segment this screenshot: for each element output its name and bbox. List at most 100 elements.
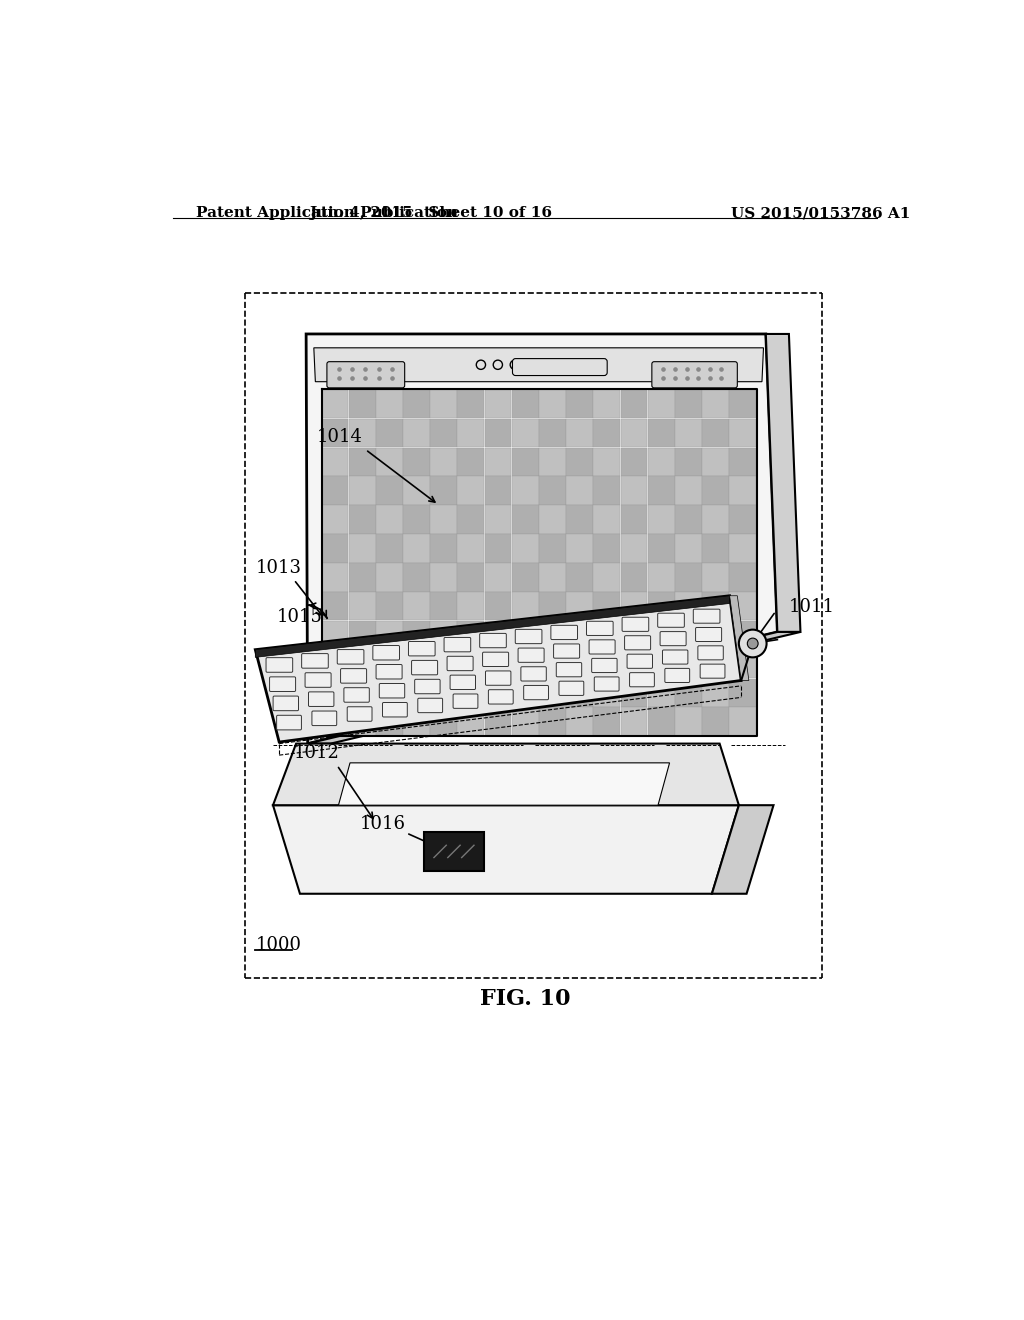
Bar <box>594 678 621 708</box>
Bar <box>458 506 484 533</box>
Bar <box>675 535 701 562</box>
Bar <box>430 678 457 708</box>
FancyBboxPatch shape <box>627 655 652 668</box>
Bar <box>729 477 756 506</box>
Bar <box>430 649 457 678</box>
FancyBboxPatch shape <box>554 644 580 659</box>
FancyBboxPatch shape <box>556 663 582 677</box>
Bar <box>566 535 593 562</box>
Bar <box>621 591 647 620</box>
Bar <box>648 708 675 737</box>
Bar <box>675 506 701 533</box>
Bar <box>484 477 511 506</box>
FancyBboxPatch shape <box>625 636 650 649</box>
Bar <box>484 678 511 708</box>
Bar <box>349 535 376 562</box>
Polygon shape <box>255 595 730 657</box>
FancyBboxPatch shape <box>376 664 402 678</box>
Bar <box>594 389 621 418</box>
Bar <box>430 535 457 562</box>
Bar <box>512 418 539 447</box>
Bar <box>403 477 430 506</box>
Bar <box>729 506 756 533</box>
Bar <box>648 506 675 533</box>
FancyBboxPatch shape <box>379 684 404 698</box>
FancyBboxPatch shape <box>587 622 613 635</box>
FancyBboxPatch shape <box>409 642 435 656</box>
Bar <box>322 506 348 533</box>
Polygon shape <box>273 743 739 805</box>
FancyBboxPatch shape <box>447 656 473 671</box>
FancyBboxPatch shape <box>623 618 649 631</box>
Bar <box>621 477 647 506</box>
Bar <box>349 506 376 533</box>
FancyBboxPatch shape <box>630 673 654 686</box>
Bar <box>729 649 756 678</box>
Bar <box>729 591 756 620</box>
Bar <box>702 620 729 649</box>
Bar <box>403 591 430 620</box>
Text: 1013: 1013 <box>255 560 301 577</box>
FancyBboxPatch shape <box>312 711 337 726</box>
Bar <box>322 447 348 477</box>
FancyBboxPatch shape <box>305 673 331 688</box>
Bar <box>648 591 675 620</box>
Bar <box>729 620 756 649</box>
Bar <box>322 678 348 708</box>
Text: FIG. 10: FIG. 10 <box>479 989 570 1010</box>
Bar <box>675 708 701 737</box>
FancyBboxPatch shape <box>482 652 509 667</box>
Bar <box>675 620 701 649</box>
Bar <box>594 708 621 737</box>
FancyBboxPatch shape <box>665 668 689 682</box>
FancyBboxPatch shape <box>698 645 723 660</box>
Bar <box>403 535 430 562</box>
Bar <box>512 389 539 418</box>
FancyBboxPatch shape <box>488 690 513 704</box>
FancyBboxPatch shape <box>589 640 615 653</box>
FancyBboxPatch shape <box>652 362 737 388</box>
FancyBboxPatch shape <box>657 614 684 627</box>
Bar <box>484 591 511 620</box>
Bar <box>430 418 457 447</box>
FancyBboxPatch shape <box>663 649 688 664</box>
Bar <box>648 620 675 649</box>
Bar <box>376 564 402 591</box>
Bar <box>594 564 621 591</box>
Bar <box>376 591 402 620</box>
Polygon shape <box>339 763 670 805</box>
Polygon shape <box>307 632 801 743</box>
Bar <box>729 564 756 591</box>
Bar <box>430 591 457 620</box>
FancyBboxPatch shape <box>341 669 367 684</box>
FancyBboxPatch shape <box>594 677 620 692</box>
FancyBboxPatch shape <box>512 359 607 376</box>
Bar <box>430 447 457 477</box>
Bar <box>349 678 376 708</box>
FancyBboxPatch shape <box>700 664 725 678</box>
Bar <box>458 708 484 737</box>
Bar <box>430 708 457 737</box>
Text: Patent Application Publication: Patent Application Publication <box>196 206 458 220</box>
Bar <box>675 447 701 477</box>
Bar <box>566 591 593 620</box>
Bar <box>403 620 430 649</box>
Polygon shape <box>255 595 741 742</box>
Polygon shape <box>712 805 773 894</box>
Bar <box>376 535 402 562</box>
Bar <box>566 447 593 477</box>
FancyBboxPatch shape <box>347 706 372 721</box>
Bar <box>621 506 647 533</box>
Bar <box>648 649 675 678</box>
FancyBboxPatch shape <box>383 702 408 717</box>
Bar <box>430 620 457 649</box>
Bar <box>702 389 729 418</box>
Bar <box>403 447 430 477</box>
Bar <box>349 447 376 477</box>
FancyBboxPatch shape <box>373 645 399 660</box>
Bar <box>594 591 621 620</box>
Bar <box>702 477 729 506</box>
Bar <box>539 620 566 649</box>
FancyBboxPatch shape <box>660 631 686 645</box>
Bar <box>376 477 402 506</box>
